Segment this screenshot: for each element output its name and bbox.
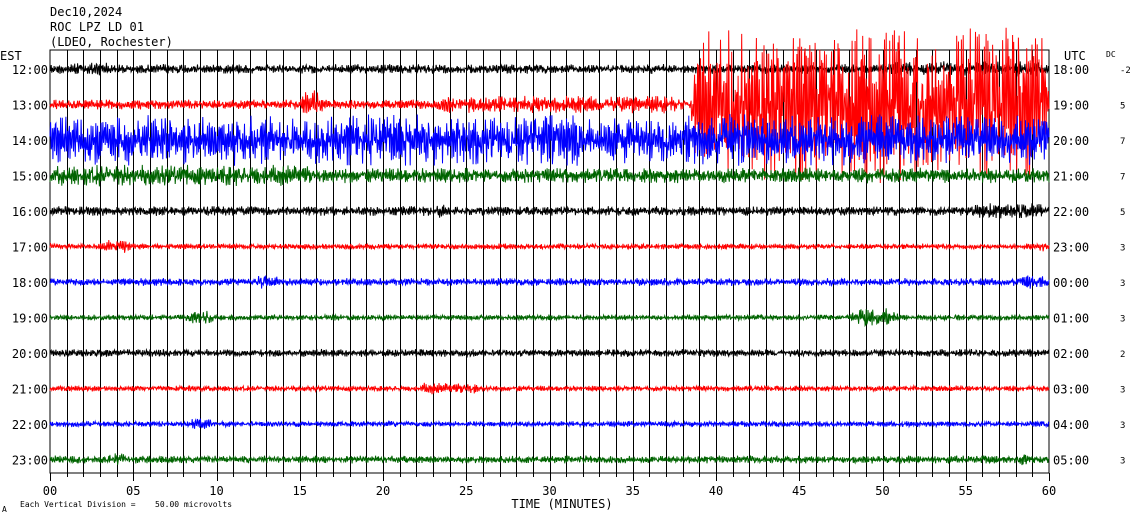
trace-row-3: 15:00 21:00 7	[12, 164, 1125, 187]
utc-time-label: 18:00	[1053, 63, 1089, 77]
est-time-label: 22:00	[12, 418, 48, 432]
scale-note: Each Vertical Division =	[20, 500, 136, 509]
corner-mark: A	[2, 505, 7, 514]
utc-time-label: 04:00	[1053, 418, 1089, 432]
seismic-trace	[49, 275, 1050, 289]
header: Dec10,2024 ROC LPZ LD 01 (LDEO, Rocheste…	[50, 5, 173, 49]
utc-time-label: 20:00	[1053, 134, 1089, 148]
trace-row-5: 17:00 23:00 3	[12, 239, 1125, 255]
trace-rows: 12:00 18:00 -2 13:00 19:00 5 14:00 20:00 7 15:00 2…	[12, 27, 1130, 468]
dc-offset-value: 3	[1120, 315, 1125, 325]
dc-column-label: DC	[1106, 50, 1116, 59]
x-tick-label-20: 20	[376, 484, 390, 498]
x-tick-label-60: 60	[1042, 484, 1056, 498]
utc-time-label: 19:00	[1053, 99, 1089, 113]
utc-time-label: 02:00	[1053, 347, 1089, 361]
utc-time-label: 05:00	[1053, 454, 1089, 468]
x-tick-label-30: 30	[542, 484, 556, 498]
x-tick-label-00: 00	[43, 484, 57, 498]
dc-offset-value: 3	[1120, 279, 1125, 289]
est-time-label: 23:00	[12, 454, 48, 468]
dc-offset-value: 5	[1120, 208, 1125, 218]
trace-row-2: 14:00 20:00 7	[12, 114, 1125, 166]
trace-row-1: 13:00 19:00 5	[12, 27, 1125, 184]
x-tick-label-55: 55	[959, 484, 973, 498]
seismic-trace	[49, 114, 1050, 166]
trace-row-11: 23:00 05:00 3	[12, 453, 1125, 468]
seismic-trace	[49, 453, 1050, 466]
est-time-label: 15:00	[12, 170, 48, 184]
utc-time-label: 23:00	[1053, 241, 1089, 255]
est-time-label: 16:00	[12, 205, 48, 219]
x-axis: 00 05 10 15 20 25 30 35 40 45 50 55 60	[43, 473, 1056, 498]
trace-row-0: 12:00 18:00 -2	[12, 61, 1130, 77]
trace-row-7: 19:00 01:00 3	[12, 308, 1125, 328]
seismic-trace	[49, 239, 1050, 253]
est-time-label: 12:00	[12, 63, 48, 77]
utc-time-label: 01:00	[1053, 312, 1089, 326]
seismic-trace	[49, 203, 1050, 219]
x-axis-title: TIME (MINUTES)	[511, 497, 612, 511]
scale-value: 50.00 microvolts	[155, 500, 232, 509]
utc-time-label: 21:00	[1053, 170, 1089, 184]
x-tick-label-25: 25	[459, 484, 473, 498]
network-label: (LDEO, Rochester)	[50, 35, 173, 49]
right-timezone-label: UTC	[1064, 49, 1086, 63]
station-label: ROC LPZ LD 01	[50, 20, 144, 34]
est-time-label: 20:00	[12, 347, 48, 361]
trace-row-6: 18:00 00:00 3	[12, 275, 1125, 290]
x-tick-label-50: 50	[875, 484, 889, 498]
seismic-trace	[49, 308, 1050, 328]
x-tick-label-05: 05	[126, 484, 140, 498]
x-tick-label-15: 15	[293, 484, 307, 498]
trace-row-9: 21:00 03:00 3	[12, 383, 1126, 397]
dc-offset-value: 3	[1120, 457, 1125, 467]
dc-offset-value: 7	[1120, 173, 1125, 183]
x-tick-label-35: 35	[626, 484, 640, 498]
x-tick-label-40: 40	[709, 484, 723, 498]
x-tick-label-45: 45	[792, 484, 806, 498]
dc-offset-value: 3	[1120, 244, 1125, 254]
plot-frame	[49, 49, 1050, 474]
est-time-label: 14:00	[12, 134, 48, 148]
date-title: Dec10,2024	[50, 5, 122, 19]
dc-offset-value: -2	[1120, 66, 1130, 76]
est-time-label: 13:00	[12, 99, 48, 113]
x-tick-label-10: 10	[209, 484, 223, 498]
seismic-trace	[49, 418, 1050, 429]
trace-row-4: 16:00 22:00 5	[12, 203, 1125, 219]
utc-time-label: 00:00	[1053, 276, 1089, 290]
est-time-label: 18:00	[12, 276, 48, 290]
left-timezone-label: EST	[0, 49, 22, 63]
trace-row-8: 20:00 02:00 2	[12, 347, 1126, 361]
est-time-label: 21:00	[12, 383, 48, 397]
trace-row-10: 22:00 04:00 3	[12, 418, 1126, 432]
minute-grid	[67, 50, 1033, 473]
seismic-trace	[49, 164, 1050, 187]
dc-offset-value: 3	[1120, 386, 1125, 396]
est-time-label: 19:00	[12, 312, 48, 326]
utc-time-label: 22:00	[1053, 205, 1089, 219]
est-time-label: 17:00	[12, 241, 48, 255]
dc-offset-value: 7	[1120, 137, 1125, 147]
dc-offset-value: 3	[1120, 421, 1125, 431]
seismic-trace	[49, 347, 1050, 359]
dc-offset-value: 2	[1120, 350, 1125, 360]
utc-time-label: 03:00	[1053, 383, 1089, 397]
seismic-trace	[49, 27, 1050, 184]
seismic-trace	[49, 382, 1050, 395]
dc-offset-value: 5	[1120, 102, 1125, 112]
